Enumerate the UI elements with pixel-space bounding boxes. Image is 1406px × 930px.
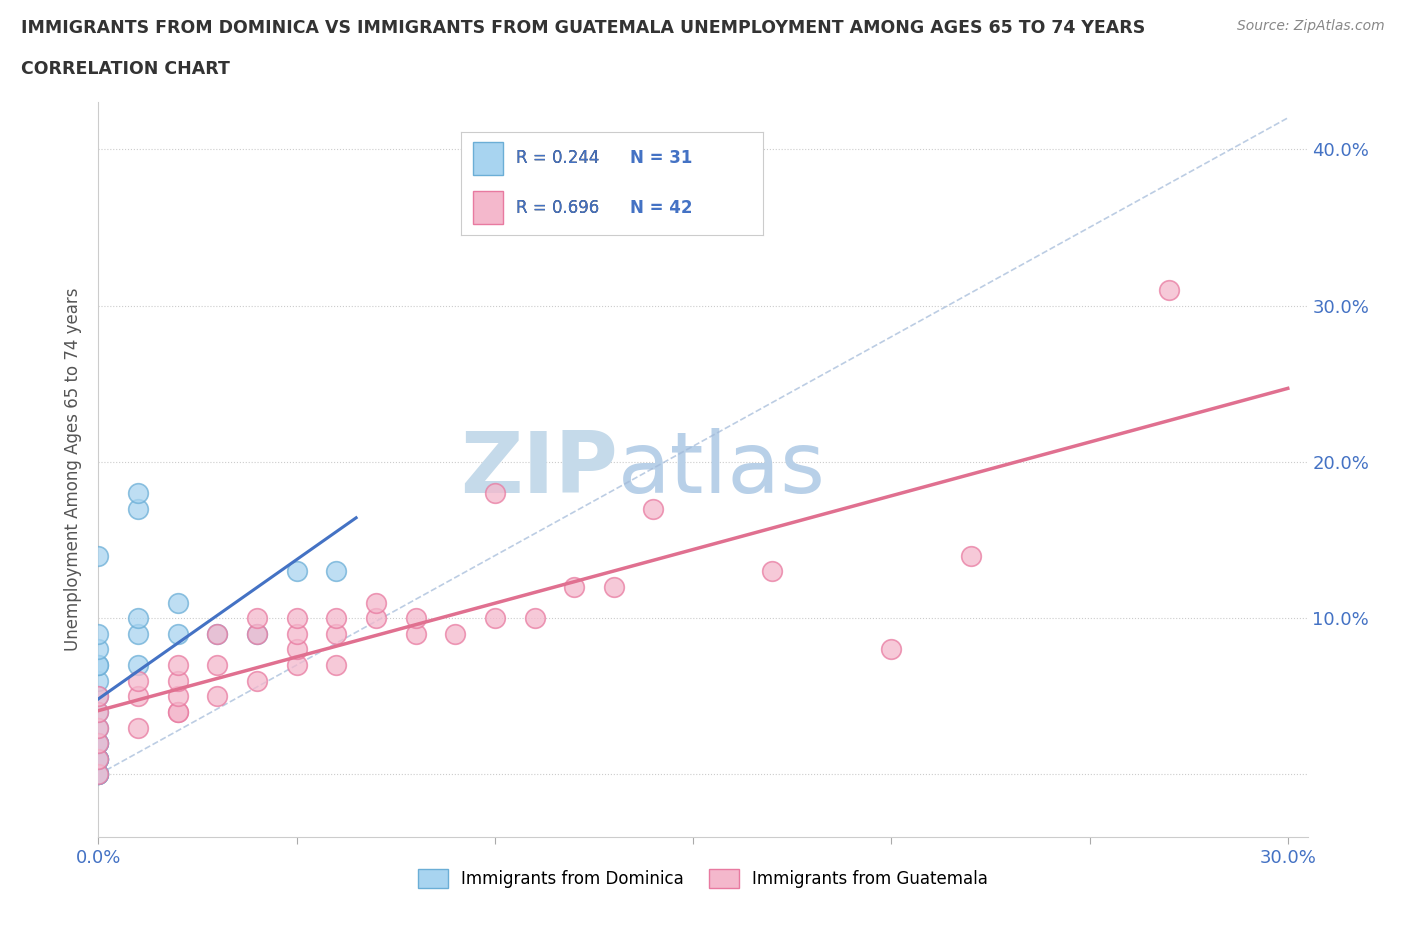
Point	[87, 751, 110, 766]
Point	[87, 689, 110, 704]
Point	[285, 642, 308, 657]
Point	[285, 658, 308, 672]
Point	[207, 626, 229, 641]
Point	[880, 642, 903, 657]
Point	[285, 564, 308, 578]
Point	[127, 611, 149, 626]
Point	[364, 611, 387, 626]
Point	[285, 626, 308, 641]
Point	[166, 658, 188, 672]
Point	[127, 689, 149, 704]
Point	[207, 689, 229, 704]
Point	[523, 611, 546, 626]
Text: IMMIGRANTS FROM DOMINICA VS IMMIGRANTS FROM GUATEMALA UNEMPLOYMENT AMONG AGES 65: IMMIGRANTS FROM DOMINICA VS IMMIGRANTS F…	[21, 19, 1146, 36]
Point	[127, 673, 149, 688]
Point	[127, 485, 149, 500]
Point	[603, 579, 626, 594]
Legend: Immigrants from Dominica, Immigrants from Guatemala: Immigrants from Dominica, Immigrants fro…	[411, 863, 995, 895]
Point	[87, 642, 110, 657]
Point	[1157, 283, 1180, 298]
Point	[87, 720, 110, 735]
Point	[405, 611, 427, 626]
Point	[87, 720, 110, 735]
Point	[246, 611, 269, 626]
Point	[325, 658, 347, 672]
Point	[87, 736, 110, 751]
Point	[87, 767, 110, 782]
Point	[87, 736, 110, 751]
Point	[643, 501, 665, 516]
Point	[761, 564, 783, 578]
Point	[87, 658, 110, 672]
Point	[87, 767, 110, 782]
Point	[87, 736, 110, 751]
Point	[87, 705, 110, 720]
Point	[87, 767, 110, 782]
Point	[87, 705, 110, 720]
Point	[87, 736, 110, 751]
Point	[127, 658, 149, 672]
Point	[127, 626, 149, 641]
Point	[166, 705, 188, 720]
Point	[166, 595, 188, 610]
Point	[285, 611, 308, 626]
Point	[325, 564, 347, 578]
Point	[166, 689, 188, 704]
Text: atlas: atlas	[619, 428, 827, 512]
Point	[166, 673, 188, 688]
Point	[484, 485, 506, 500]
Point	[959, 548, 981, 563]
Point	[325, 611, 347, 626]
Point	[405, 626, 427, 641]
Point	[87, 689, 110, 704]
Point	[87, 751, 110, 766]
Point	[166, 626, 188, 641]
Point	[127, 720, 149, 735]
Text: ZIP: ZIP	[461, 428, 619, 512]
Point	[207, 626, 229, 641]
Text: CORRELATION CHART: CORRELATION CHART	[21, 60, 231, 78]
Text: Source: ZipAtlas.com: Source: ZipAtlas.com	[1237, 19, 1385, 33]
Point	[87, 751, 110, 766]
Point	[246, 626, 269, 641]
Point	[87, 751, 110, 766]
Point	[364, 595, 387, 610]
Point	[87, 767, 110, 782]
Point	[444, 626, 467, 641]
Point	[87, 548, 110, 563]
Y-axis label: Unemployment Among Ages 65 to 74 years: Unemployment Among Ages 65 to 74 years	[65, 288, 83, 651]
Point	[484, 611, 506, 626]
Point	[87, 673, 110, 688]
Point	[127, 501, 149, 516]
Point	[246, 626, 269, 641]
Point	[87, 751, 110, 766]
Point	[325, 626, 347, 641]
Point	[87, 767, 110, 782]
Point	[87, 658, 110, 672]
Point	[87, 626, 110, 641]
Point	[562, 579, 585, 594]
Point	[246, 673, 269, 688]
Point	[207, 658, 229, 672]
Point	[166, 705, 188, 720]
